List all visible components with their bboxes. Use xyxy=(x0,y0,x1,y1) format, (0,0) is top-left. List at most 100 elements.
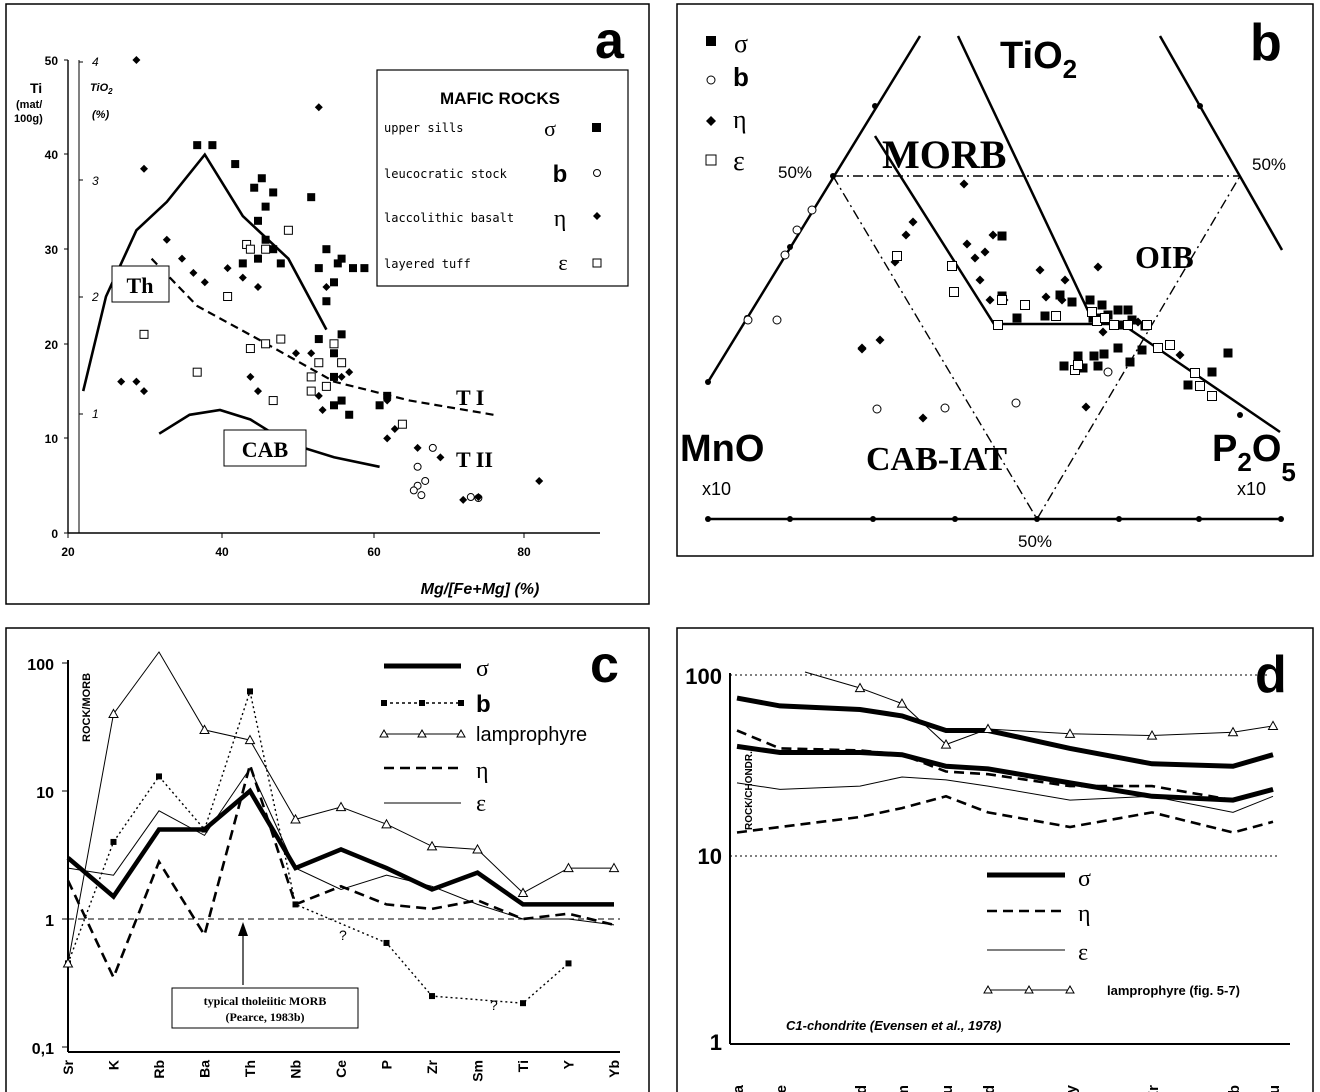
point-open-square xyxy=(1190,368,1200,378)
panel-a-cab-box xyxy=(223,429,307,467)
point-filled-square xyxy=(337,330,346,339)
point-filled-diamond xyxy=(1057,295,1067,305)
point-open-triangle xyxy=(940,738,952,749)
point-small-square xyxy=(383,939,390,946)
panel-a-th-label: Th xyxy=(127,273,154,298)
point-filled-square xyxy=(1183,380,1193,390)
series-line-d-0 xyxy=(736,695,1274,769)
point-open-square xyxy=(947,261,957,271)
point-open-square xyxy=(223,292,233,301)
point-open-square xyxy=(1087,307,1097,317)
point-open-square xyxy=(1073,360,1083,370)
point-open-triangle xyxy=(426,840,438,851)
point-filled-square xyxy=(330,278,338,287)
panel-a-x-tick: 40 xyxy=(215,545,229,559)
panel-d-x-tick-label: Nd xyxy=(853,1085,870,1092)
point-open-square xyxy=(245,244,255,254)
point-filled-square xyxy=(269,188,278,197)
point-small-square xyxy=(156,773,162,780)
legend-row-label: leucocratic stock xyxy=(384,167,508,181)
panel-a-legend-title: MAFIC ROCKS xyxy=(440,89,560,108)
point-filled-square xyxy=(261,202,270,211)
point-filled-square xyxy=(330,349,338,358)
point-open-circle xyxy=(743,315,753,325)
panel-a-xlabel: Mg/[Fe+Mg] (%) xyxy=(421,581,540,598)
legend-row-label: laccolithic basalt xyxy=(384,211,514,225)
point-filled-diamond xyxy=(254,387,262,396)
panel-c-legend-label: lamprophyre xyxy=(476,724,587,746)
panel-a-tio2-label: TiO2 xyxy=(90,82,113,96)
point-filled-square xyxy=(1113,343,1123,353)
point-open-square xyxy=(997,295,1007,305)
point-filled-diamond xyxy=(908,217,918,227)
point-filled-diamond xyxy=(901,230,911,240)
point-open-circle xyxy=(940,403,950,413)
point-open-square xyxy=(1051,311,1061,321)
point-open-circle xyxy=(409,486,418,495)
point-filled-square xyxy=(1055,290,1065,300)
point-filled-diamond xyxy=(1060,275,1070,285)
panel-d-legend-label: ε xyxy=(1078,940,1088,966)
point-filled-square xyxy=(333,259,342,268)
panel-c-x-tick-label: Ti xyxy=(515,1060,531,1072)
panel-b-p2o5-label: P2O5 xyxy=(1212,428,1296,487)
point-open-square xyxy=(1153,343,1163,353)
panel-a-tio2-tick: 2 xyxy=(91,290,99,304)
panel-b-pct-right: 50% xyxy=(1252,155,1286,174)
point-filled-diamond xyxy=(337,372,346,381)
point-small-square xyxy=(429,993,435,1000)
point-open-circle xyxy=(421,476,430,485)
panel-d-x-tick-label: Gd xyxy=(981,1085,998,1092)
panel-a-y-tick: 20 xyxy=(45,338,59,352)
legend-marker-open-circle xyxy=(593,169,601,177)
point-filled-square xyxy=(1137,345,1147,355)
panel-d-lines xyxy=(736,671,1279,834)
panel-d-x-tick-label: Sm xyxy=(895,1085,912,1092)
point-open-square xyxy=(1109,320,1119,330)
point-open-square xyxy=(949,287,959,297)
panel-a-y-tick: 50 xyxy=(45,54,59,68)
point-filled-square xyxy=(1113,305,1123,315)
panel-a-legend-box xyxy=(376,69,629,287)
panel-b-cab-iat-triangle xyxy=(832,175,1241,521)
panel-c-frame xyxy=(5,627,650,1092)
point-filled-diamond xyxy=(140,164,148,173)
point-filled-square xyxy=(257,174,266,183)
point-filled-diamond xyxy=(1081,402,1091,412)
panel-c-y-tick: 1 xyxy=(45,913,54,930)
point-open-square xyxy=(1100,313,1110,323)
panel-a-ylabel-line1: Ti xyxy=(30,80,42,96)
panel-c-x-tick-label: Y xyxy=(561,1059,577,1069)
point-filled-square xyxy=(1207,367,1217,377)
panel-a-frame xyxy=(5,3,650,605)
panel-a-y-tick: 10 xyxy=(45,432,59,446)
point-filled-square xyxy=(337,396,346,405)
point-filled-diamond xyxy=(413,443,422,452)
legend-row-symbol: b xyxy=(553,161,568,188)
point-filled-diamond xyxy=(322,283,331,292)
panel-d-x-tick-label: Lu xyxy=(1266,1085,1283,1092)
panel-d: d 100 10 1 ROCK/CHONDR. La Ce Nd Sm Eu Gd Dy Er… xyxy=(676,627,1314,1092)
panel-b-legend-symbol: ε xyxy=(733,146,745,177)
panel-a-x-tick: 20 xyxy=(61,545,75,559)
point-filled-diamond xyxy=(200,278,209,287)
point-filled-square xyxy=(1097,300,1107,310)
point-open-square xyxy=(306,386,316,396)
panel-c-y-tick: 0,1 xyxy=(32,1041,54,1058)
panel-b-letter: b xyxy=(1250,14,1282,72)
panel-a-ylabel-line2: (mat/ xyxy=(16,99,42,111)
point-open-square xyxy=(397,419,407,429)
point-filled-diamond xyxy=(383,396,392,405)
point-filled-square xyxy=(1040,311,1050,321)
point-filled-square xyxy=(337,254,346,263)
point-filled-diamond xyxy=(1093,262,1103,272)
point-filled-diamond xyxy=(132,377,141,386)
point-open-square xyxy=(306,372,316,382)
point-small-square xyxy=(520,1000,526,1007)
panel-b-tick xyxy=(1237,412,1243,418)
series-line-ε xyxy=(67,767,615,926)
point-filled-square xyxy=(349,264,357,273)
panel-b-right-edge xyxy=(1158,35,1284,251)
legend-marker-open-triangle xyxy=(983,984,1075,994)
